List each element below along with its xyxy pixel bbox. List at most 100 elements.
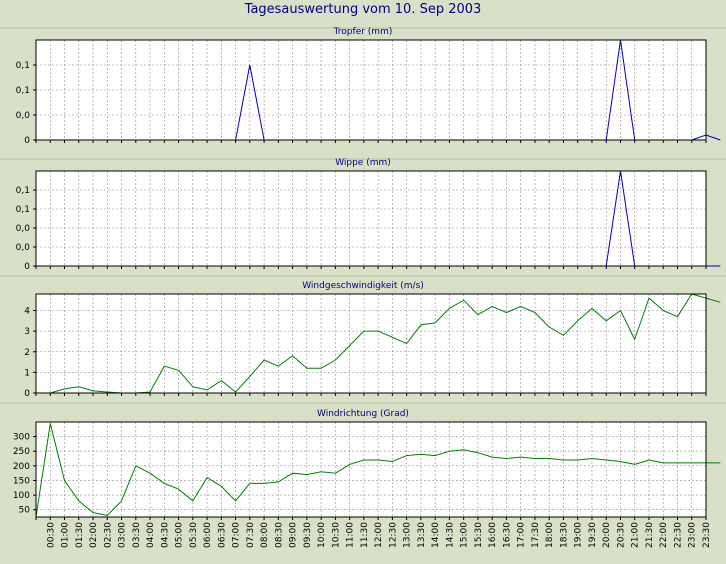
data-point bbox=[563, 334, 565, 336]
series-line bbox=[36, 293, 721, 394]
data-point bbox=[64, 388, 66, 390]
x-tick-label: 07:30 bbox=[246, 522, 256, 548]
x-tick-label: 22:30 bbox=[673, 522, 683, 548]
data-point bbox=[548, 458, 550, 460]
plot-area bbox=[36, 422, 706, 517]
y-tick-label: 3 bbox=[24, 327, 30, 337]
x-tick-label: 10:30 bbox=[331, 522, 341, 548]
data-point bbox=[434, 455, 436, 457]
data-point bbox=[392, 337, 394, 339]
x-tick-label: 01:00 bbox=[61, 522, 71, 548]
data-point bbox=[249, 64, 251, 66]
x-tick-label: 00:30 bbox=[46, 522, 56, 548]
data-point bbox=[520, 456, 522, 458]
plot-area bbox=[36, 171, 706, 266]
data-point bbox=[449, 450, 451, 452]
chart-title: Tropfer (mm) bbox=[333, 27, 393, 37]
x-tick-label: 01:30 bbox=[75, 522, 85, 548]
x-tick-label: 18:30 bbox=[559, 522, 569, 548]
data-point bbox=[349, 464, 351, 466]
data-point bbox=[420, 453, 422, 455]
x-tick-label: 08:30 bbox=[274, 522, 284, 548]
x-tick-label: 02:30 bbox=[103, 522, 113, 548]
data-point bbox=[491, 456, 493, 458]
y-tick-label: 0 bbox=[24, 136, 30, 146]
y-tick-label: 0,0 bbox=[16, 224, 31, 234]
data-point bbox=[320, 471, 322, 473]
data-point bbox=[577, 320, 579, 322]
data-point bbox=[506, 458, 508, 460]
data-point bbox=[677, 462, 679, 464]
data-point bbox=[520, 306, 522, 308]
data-point bbox=[206, 389, 208, 391]
data-point bbox=[719, 301, 721, 303]
data-point bbox=[249, 483, 251, 485]
data-point bbox=[221, 380, 223, 382]
data-point bbox=[78, 500, 80, 502]
data-point bbox=[235, 500, 237, 502]
data-point bbox=[106, 515, 108, 517]
data-point bbox=[719, 265, 721, 267]
data-point bbox=[335, 472, 337, 474]
data-point bbox=[591, 308, 593, 310]
data-point bbox=[662, 462, 664, 464]
data-point bbox=[192, 500, 194, 502]
x-tick-label: 15:00 bbox=[460, 522, 470, 548]
data-point bbox=[463, 299, 465, 301]
data-point bbox=[477, 314, 479, 316]
x-tick-label: 06:00 bbox=[203, 522, 213, 548]
chart-title: Windrichtung (Grad) bbox=[317, 409, 409, 419]
data-point bbox=[719, 462, 721, 464]
data-point bbox=[192, 386, 194, 388]
data-point bbox=[78, 386, 80, 388]
x-tick-label: 23:00 bbox=[688, 522, 698, 548]
data-point bbox=[178, 488, 180, 490]
x-tick-label: 12:00 bbox=[374, 522, 384, 548]
data-point bbox=[634, 339, 636, 341]
x-tick-label: 20:30 bbox=[616, 522, 626, 548]
y-tick-label: 50 bbox=[19, 506, 31, 516]
data-point bbox=[534, 458, 536, 460]
data-point bbox=[563, 459, 565, 461]
x-tick-label: 11:00 bbox=[346, 522, 356, 548]
y-tick-label: 0,0 bbox=[16, 111, 31, 121]
data-point bbox=[534, 312, 536, 314]
data-point bbox=[335, 359, 337, 361]
y-tick-label: 4 bbox=[24, 307, 30, 317]
y-tick-label: 2 bbox=[24, 348, 30, 358]
data-point bbox=[49, 423, 51, 425]
x-tick-label: 17:00 bbox=[517, 522, 527, 548]
y-tick-label: 0,1 bbox=[16, 205, 30, 215]
x-tick-label: 08:00 bbox=[260, 522, 270, 548]
data-point bbox=[605, 459, 607, 461]
data-point bbox=[135, 465, 137, 467]
x-tick-label: 03:30 bbox=[132, 522, 142, 548]
x-tick-label: 04:30 bbox=[160, 522, 170, 548]
data-point bbox=[64, 480, 66, 482]
data-point bbox=[634, 464, 636, 466]
data-point bbox=[121, 500, 123, 502]
x-tick-label: 16:30 bbox=[502, 522, 512, 548]
data-point bbox=[263, 359, 265, 361]
y-tick-label: 150 bbox=[13, 476, 30, 486]
x-tick-label: 05:30 bbox=[189, 522, 199, 548]
data-point bbox=[548, 326, 550, 328]
data-point bbox=[306, 367, 308, 369]
y-tick-label: 1 bbox=[24, 368, 30, 378]
y-tick-label: 100 bbox=[13, 491, 30, 501]
x-tick-label: 10:00 bbox=[317, 522, 327, 548]
y-tick-label: 250 bbox=[13, 447, 30, 457]
x-tick-label: 13:30 bbox=[417, 522, 427, 548]
data-point bbox=[306, 474, 308, 476]
x-tick-label: 23:30 bbox=[702, 522, 712, 548]
plot-area bbox=[36, 294, 706, 393]
y-tick-label: 0 bbox=[24, 389, 30, 399]
data-point bbox=[449, 308, 451, 310]
data-point bbox=[605, 320, 607, 322]
data-point bbox=[420, 324, 422, 326]
data-point bbox=[434, 322, 436, 324]
data-point bbox=[278, 481, 280, 483]
plot-frame bbox=[35, 39, 707, 141]
